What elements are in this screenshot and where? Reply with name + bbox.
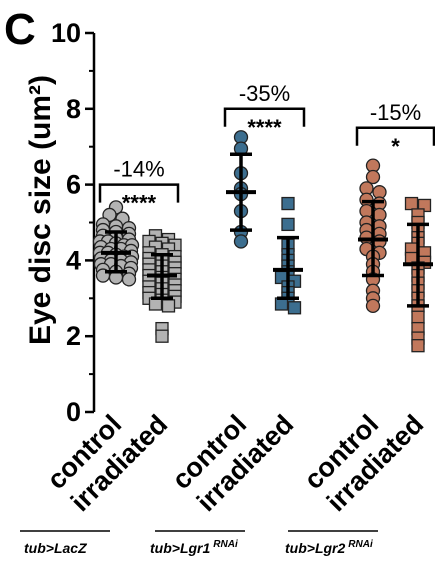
significance-stars: **** [122, 191, 157, 216]
significance-stars: **** [247, 115, 282, 140]
significance-bracket [98, 183, 180, 203]
group-3-control-point [365, 169, 381, 185]
genotype-label-superscript: RNAi [213, 539, 238, 550]
group-2-control-point [233, 234, 249, 249]
significance-bracket [223, 107, 306, 127]
annotations: -14% **** -35% **** -15% * [98, 81, 435, 216]
data-points [92, 130, 432, 353]
genotype-label-base: tub>LacZ [24, 540, 87, 556]
group-3-irradiated-point [411, 339, 425, 353]
genotype-labels: tub>LacZ tub>Lgr1 RNAi tub>Lgr2 RNAi [20, 530, 378, 556]
y-tick-label: 10 [51, 18, 81, 48]
error-bars [101, 152, 433, 308]
group-1-irradiated-point [155, 329, 169, 343]
group-3-control-point [365, 298, 381, 314]
group-3-irradiated-point [411, 310, 425, 324]
y-tick-label: 4 [66, 245, 81, 275]
y-tick-label: 2 [66, 321, 81, 351]
y-axis-label: Eye disc size (um²) [24, 75, 57, 345]
significance-bracket [355, 126, 435, 146]
group-2-irradiated-point [281, 196, 295, 211]
panel-letter: C [4, 5, 36, 54]
genotype-label: tub>LacZ [24, 540, 87, 556]
genotype-label-base: tub>Lgr1 [150, 540, 210, 556]
percent-change-label: -15% [370, 100, 421, 125]
significance-stars: * [391, 134, 400, 159]
y-tick-label: 6 [66, 170, 81, 200]
group-3-irradiated-point [404, 196, 419, 211]
group-2-irradiated-point [287, 301, 302, 315]
genotype-label-base: tub>Lgr2 [285, 540, 345, 556]
genotype-label: tub>Lgr1 RNAi [150, 539, 238, 556]
group-1-irradiated-point [161, 299, 176, 313]
percent-change-label: -35% [239, 81, 290, 106]
group-2-irradiated-point [281, 217, 295, 232]
y-tick-label: 0 [66, 397, 81, 427]
y-tick-label: 8 [66, 94, 81, 124]
group-1-control-point [121, 272, 137, 287]
percent-change-label: -14% [113, 157, 164, 182]
genotype-label: tub>Lgr2 RNAi [285, 539, 373, 556]
axes: 0 2 4 6 8 10 [51, 18, 96, 427]
genotype-label-superscript: RNAi [348, 539, 373, 550]
